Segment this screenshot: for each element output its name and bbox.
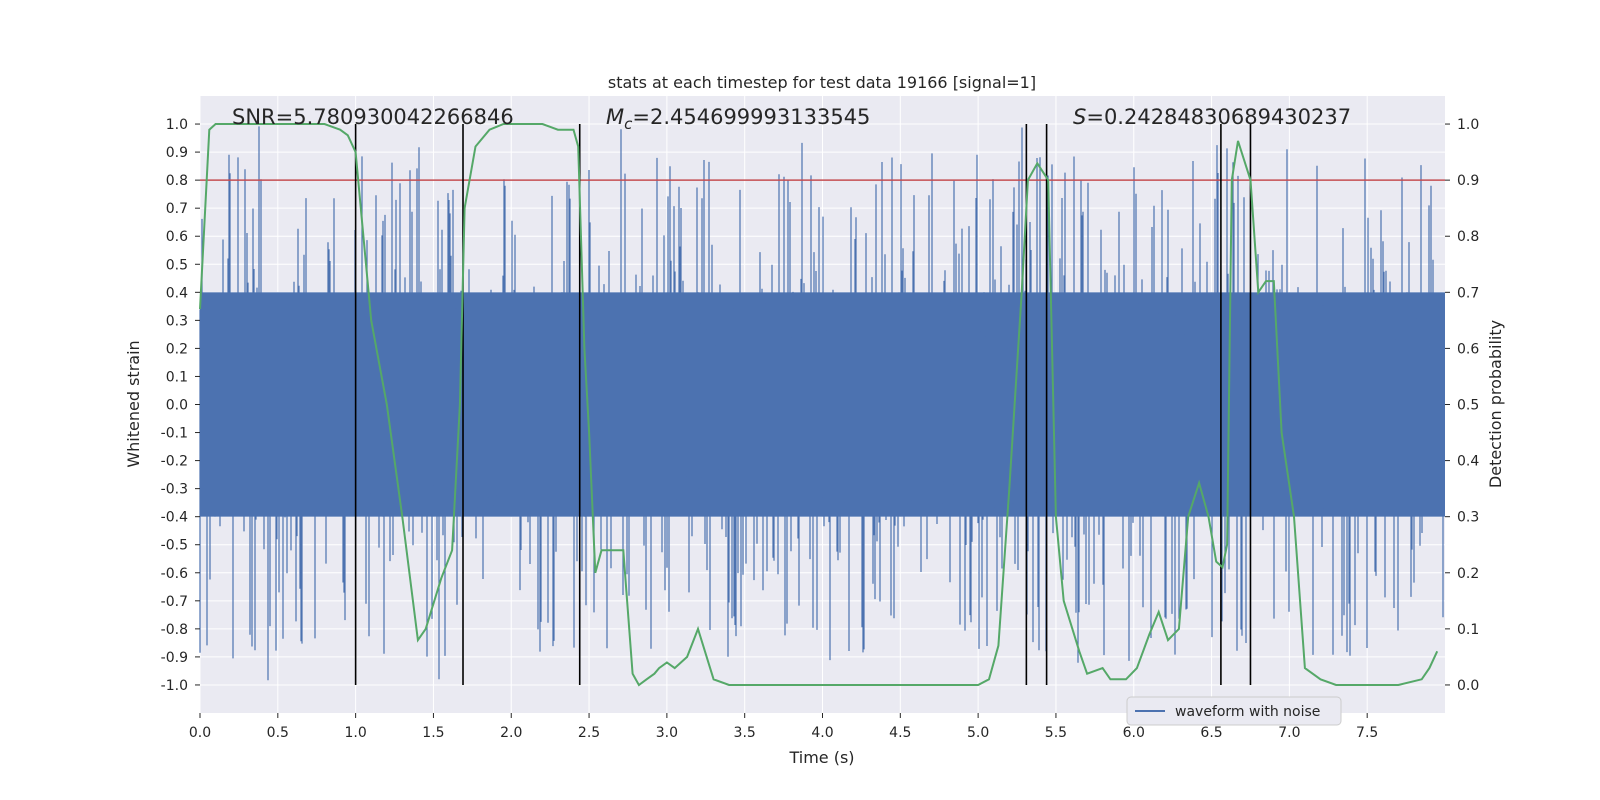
x-tick-label: 0.0 xyxy=(189,725,211,741)
y-right-tick-label: 0.8 xyxy=(1457,229,1479,245)
chart-title: stats at each timestep for test data 191… xyxy=(608,73,1036,92)
x-tick-label: 1.0 xyxy=(344,725,366,741)
y-right-tick-label: 0.1 xyxy=(1457,622,1479,638)
legend-label: waveform with noise xyxy=(1175,704,1320,720)
x-tick-label: 6.5 xyxy=(1200,725,1222,741)
y-left-tick-label: -0.6 xyxy=(161,566,188,582)
mc-annotation: Mc=2.454699993133545 xyxy=(606,105,870,133)
y-left-tick-label: -1.0 xyxy=(161,678,188,694)
x-tick-label: 7.5 xyxy=(1356,725,1378,741)
y-left-tick-label: -0.2 xyxy=(161,454,188,470)
y-left-tick-label: 1.0 xyxy=(166,117,188,133)
waveform-line xyxy=(199,126,1445,681)
s-annotation: S=0.24284830689430237 xyxy=(1073,105,1351,129)
y-right-tick-label: 0.5 xyxy=(1457,398,1479,414)
y-left-tick-label: -0.8 xyxy=(161,622,188,638)
y-left-tick-label: 0.4 xyxy=(166,285,188,301)
x-tick-label: 3.5 xyxy=(734,725,756,741)
y-left-tick-label: 0.7 xyxy=(166,201,188,217)
y-left-tick-label: -0.9 xyxy=(161,650,188,666)
x-tick-label: 5.5 xyxy=(1045,725,1067,741)
y-right-tick-label: 0.0 xyxy=(1457,678,1479,694)
x-tick-label: 2.0 xyxy=(500,725,522,741)
y-left-tick-label: -0.5 xyxy=(161,538,188,554)
probability-series-line xyxy=(199,123,1439,687)
y-left-tick-label: 0.6 xyxy=(166,229,188,245)
y-left-tick-label: 0.0 xyxy=(166,398,188,414)
x-tick-label: 4.5 xyxy=(889,725,911,741)
y-left-tick-label: -0.7 xyxy=(161,594,188,610)
y-right-tick-label: 1.0 xyxy=(1457,117,1479,133)
y-left-axis-ticks: 1.0 0.9 0.8 0.7 0.6 0.5 0.4 0.3 0.2 0.1 0.0 -0.1 -0.… xyxy=(161,117,200,694)
x-tick-label: 7.0 xyxy=(1278,725,1300,741)
s-value: =0.24284830689430237 xyxy=(1086,105,1351,129)
y-left-tick-label: -0.4 xyxy=(161,510,188,526)
x-axis-label: Time (s) xyxy=(788,748,854,767)
y-left-tick-label: -0.1 xyxy=(161,426,188,442)
y-left-tick-label: 0.2 xyxy=(166,341,188,357)
y-left-tick-label: -0.3 xyxy=(161,482,188,498)
y-left-tick-label: 0.3 xyxy=(166,313,188,329)
x-tick-label: 1.5 xyxy=(422,725,444,741)
y-left-axis-label: Whitened strain xyxy=(124,340,143,467)
y-left-tick-label: 0.1 xyxy=(166,369,188,385)
y-right-tick-label: 0.4 xyxy=(1457,454,1479,470)
y-right-axis-ticks: 1.0 0.9 0.8 0.7 0.6 0.5 0.4 0.3 0.2 0.1 0.0 xyxy=(1445,117,1479,694)
y-right-tick-label: 0.3 xyxy=(1457,510,1479,526)
x-axis-ticks: 0.0 0.5 1.0 1.5 2.0 2.5 3.0 3.5 4.0 4.5 5.0 5.5 6.0 6… xyxy=(189,713,1378,741)
mc-subscript: c xyxy=(624,115,633,133)
y-right-axis-label: Detection probability xyxy=(1486,320,1505,488)
y-right-tick-label: 0.9 xyxy=(1457,173,1479,189)
snr-annotation: SNR=5.780930042266846 xyxy=(232,105,514,129)
s-symbol: S xyxy=(1073,105,1086,129)
x-tick-label: 3.0 xyxy=(656,725,678,741)
mc-value: =2.454699993133545 xyxy=(632,105,870,129)
mc-symbol: M xyxy=(606,105,624,129)
y-left-tick-label: 0.9 xyxy=(166,145,188,161)
x-tick-label: 0.5 xyxy=(267,725,289,741)
x-tick-label: 2.5 xyxy=(578,725,600,741)
waveform-series xyxy=(199,126,1445,681)
x-tick-label: 5.0 xyxy=(967,725,989,741)
x-tick-label: 4.0 xyxy=(811,725,833,741)
legend: waveform with noise xyxy=(1126,696,1342,726)
y-right-tick-label: 0.2 xyxy=(1457,566,1479,582)
y-right-tick-label: 0.6 xyxy=(1457,341,1479,357)
y-left-tick-label: 0.5 xyxy=(166,257,188,273)
y-right-tick-label: 0.7 xyxy=(1457,285,1479,301)
x-tick-label: 6.0 xyxy=(1123,725,1145,741)
legend-box xyxy=(1126,696,1342,726)
y-left-tick-label: 0.8 xyxy=(166,173,188,189)
